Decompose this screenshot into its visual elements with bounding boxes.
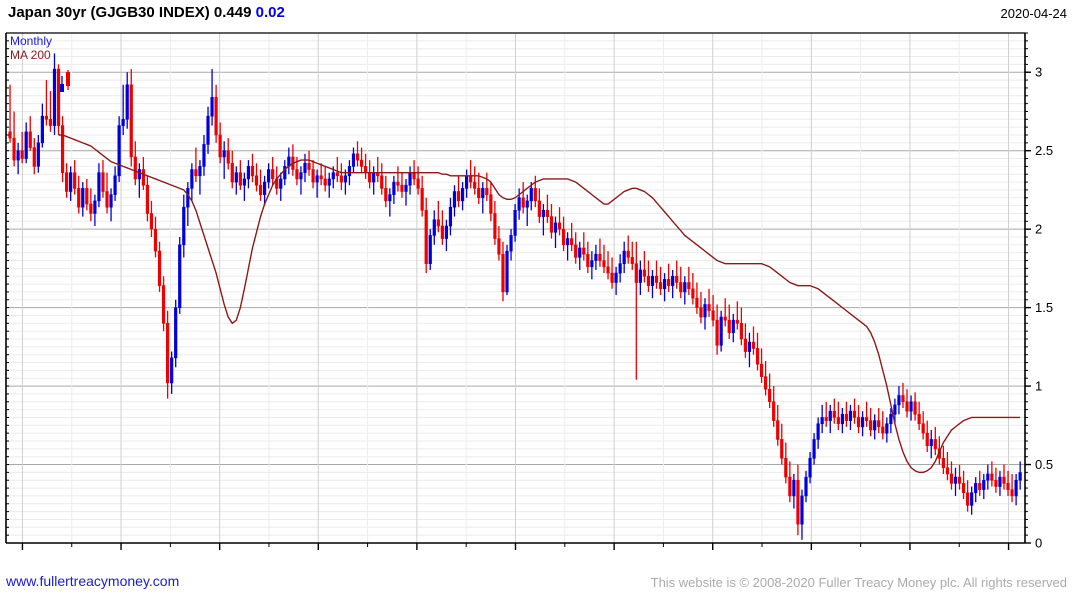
y-axis-tick-label: 0 [1035,536,1042,551]
y-axis-tick-label: 2.5 [1035,143,1053,158]
chart-header: Japan 30yr (GJGB30 INDEX) 0.449 0.02 202… [0,0,1075,30]
y-axis-tick-label: 3 [1035,65,1042,80]
legend-item-monthly: Monthly [10,34,53,48]
site-url[interactable]: www.fullertreacymoney.com [6,573,180,589]
y-axis-tick-label: 1 [1035,379,1042,394]
chart-footer: www.fullertreacymoney.com This website i… [0,570,1075,600]
instrument-title: Japan 30yr (GJGB30 INDEX) 0.449 [8,4,252,21]
candlestick-chart[interactable]: 00.511.522.53200020022004200620082010201… [0,30,1075,550]
as-of-date: 2020-04-24 [1000,6,1068,21]
y-axis-tick-label: 0.5 [1035,457,1053,472]
y-axis-tick-label: 2 [1035,222,1042,237]
y-axis-tick-label: 1.5 [1035,300,1053,315]
legend-item-ma200: MA 200 [10,48,51,62]
chart-legend: Monthly MA 200 [10,34,52,62]
chart-plot-area[interactable]: Monthly MA 200 00.511.522.53200020022004… [0,30,1075,550]
page-title: Japan 30yr (GJGB30 INDEX) 0.449 0.02 [8,4,285,21]
change-value: 0.02 [255,4,285,21]
copyright-notice: This website is © 2008-2020 Fuller Treac… [650,575,1067,590]
